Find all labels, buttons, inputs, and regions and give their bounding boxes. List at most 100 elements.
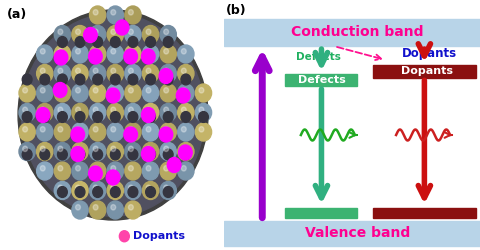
Circle shape (110, 146, 116, 152)
Circle shape (22, 112, 32, 122)
Circle shape (54, 104, 71, 122)
Circle shape (198, 112, 208, 122)
Bar (223, 19, 480, 46)
Circle shape (124, 64, 141, 82)
Circle shape (40, 126, 45, 132)
Circle shape (195, 123, 211, 141)
Circle shape (163, 166, 168, 171)
Circle shape (160, 162, 176, 180)
Circle shape (93, 10, 98, 15)
Circle shape (75, 112, 85, 122)
Circle shape (146, 68, 151, 73)
Text: Dopants: Dopants (401, 47, 456, 60)
Circle shape (124, 49, 137, 64)
Circle shape (40, 149, 49, 160)
Circle shape (146, 88, 151, 93)
Circle shape (54, 64, 71, 82)
Circle shape (181, 88, 186, 93)
Text: Conduction band: Conduction band (290, 26, 423, 40)
Circle shape (107, 84, 123, 102)
Circle shape (36, 108, 49, 122)
Circle shape (36, 45, 53, 63)
Circle shape (93, 186, 102, 198)
Circle shape (75, 29, 80, 34)
Circle shape (72, 182, 88, 200)
Circle shape (89, 123, 106, 141)
Circle shape (72, 26, 88, 44)
Circle shape (181, 126, 186, 132)
Circle shape (36, 123, 53, 141)
Circle shape (110, 149, 120, 160)
Circle shape (18, 10, 207, 220)
Circle shape (93, 68, 98, 73)
Circle shape (58, 185, 63, 190)
Circle shape (176, 88, 190, 103)
Circle shape (177, 45, 193, 63)
Bar (285, 74, 357, 86)
Circle shape (124, 84, 141, 102)
Circle shape (142, 104, 158, 122)
Circle shape (128, 107, 133, 112)
Circle shape (199, 107, 204, 112)
Circle shape (23, 107, 27, 112)
Circle shape (93, 204, 98, 210)
Circle shape (145, 149, 155, 160)
Circle shape (163, 74, 173, 85)
Circle shape (40, 88, 45, 93)
Circle shape (89, 26, 106, 44)
Text: (a): (a) (7, 8, 27, 20)
Circle shape (181, 48, 186, 54)
Circle shape (22, 14, 204, 216)
Circle shape (72, 201, 88, 219)
Circle shape (40, 166, 45, 171)
Circle shape (40, 68, 45, 73)
Circle shape (89, 182, 106, 200)
Circle shape (84, 28, 97, 42)
Circle shape (75, 204, 80, 210)
Circle shape (163, 29, 168, 34)
Circle shape (75, 74, 85, 85)
Circle shape (145, 74, 155, 85)
Circle shape (195, 104, 211, 122)
Circle shape (58, 166, 63, 171)
Circle shape (159, 68, 172, 84)
Circle shape (124, 45, 141, 63)
Circle shape (146, 126, 151, 132)
Circle shape (93, 48, 98, 54)
Circle shape (89, 45, 106, 63)
Circle shape (93, 88, 98, 93)
Circle shape (128, 149, 138, 160)
Circle shape (128, 166, 133, 171)
Circle shape (141, 146, 155, 162)
Circle shape (23, 146, 27, 152)
Circle shape (181, 146, 186, 152)
Circle shape (195, 84, 211, 102)
Circle shape (93, 107, 98, 112)
Circle shape (110, 48, 116, 54)
Circle shape (128, 186, 138, 198)
Circle shape (124, 201, 141, 219)
Circle shape (142, 182, 158, 200)
Circle shape (40, 74, 49, 85)
Circle shape (128, 10, 133, 15)
Circle shape (36, 64, 53, 82)
Circle shape (146, 48, 151, 54)
Circle shape (106, 170, 120, 185)
Circle shape (75, 146, 80, 152)
Circle shape (146, 146, 151, 152)
Circle shape (177, 142, 193, 160)
Circle shape (180, 74, 190, 85)
Circle shape (110, 107, 116, 112)
Circle shape (19, 142, 35, 160)
Circle shape (163, 48, 168, 54)
Circle shape (163, 107, 168, 112)
Circle shape (58, 68, 63, 73)
Circle shape (75, 36, 85, 48)
Circle shape (89, 6, 106, 24)
Circle shape (89, 64, 106, 82)
Circle shape (142, 142, 158, 160)
Circle shape (141, 108, 155, 122)
Circle shape (181, 166, 186, 171)
Circle shape (177, 162, 193, 180)
Circle shape (93, 74, 102, 85)
